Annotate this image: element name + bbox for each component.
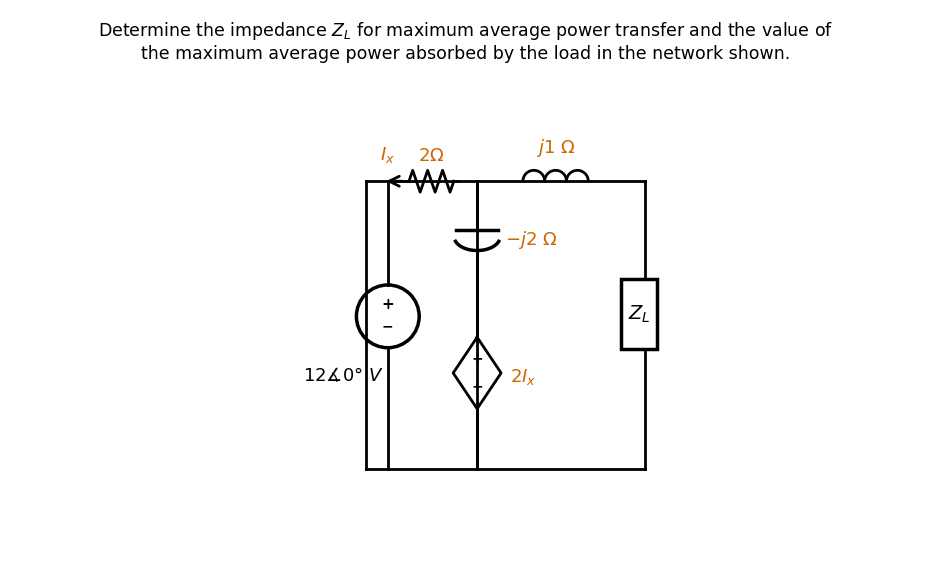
Text: +: + — [382, 297, 394, 312]
Text: Determine the impedance $Z_L$ for maximum average power transfer and the value o: Determine the impedance $Z_L$ for maximu… — [98, 20, 833, 42]
Text: $2\Omega$: $2\Omega$ — [418, 147, 445, 165]
Text: $12\measuredangle 0°\ V$: $12\measuredangle 0°\ V$ — [303, 366, 384, 385]
Text: the maximum average power absorbed by the load in the network shown.: the maximum average power absorbed by th… — [141, 45, 790, 63]
Text: $-j2\ \Omega$: $-j2\ \Omega$ — [506, 229, 558, 251]
Text: −: − — [382, 319, 394, 333]
Text: $2I_x$: $2I_x$ — [510, 367, 536, 387]
Text: $j1\ \Omega$: $j1\ \Omega$ — [536, 138, 575, 160]
Bar — [621, 279, 657, 349]
Text: +: + — [471, 352, 483, 366]
Text: $Z_L$: $Z_L$ — [628, 303, 651, 325]
Text: $I_x$: $I_x$ — [381, 145, 396, 165]
Text: −: − — [471, 379, 483, 393]
